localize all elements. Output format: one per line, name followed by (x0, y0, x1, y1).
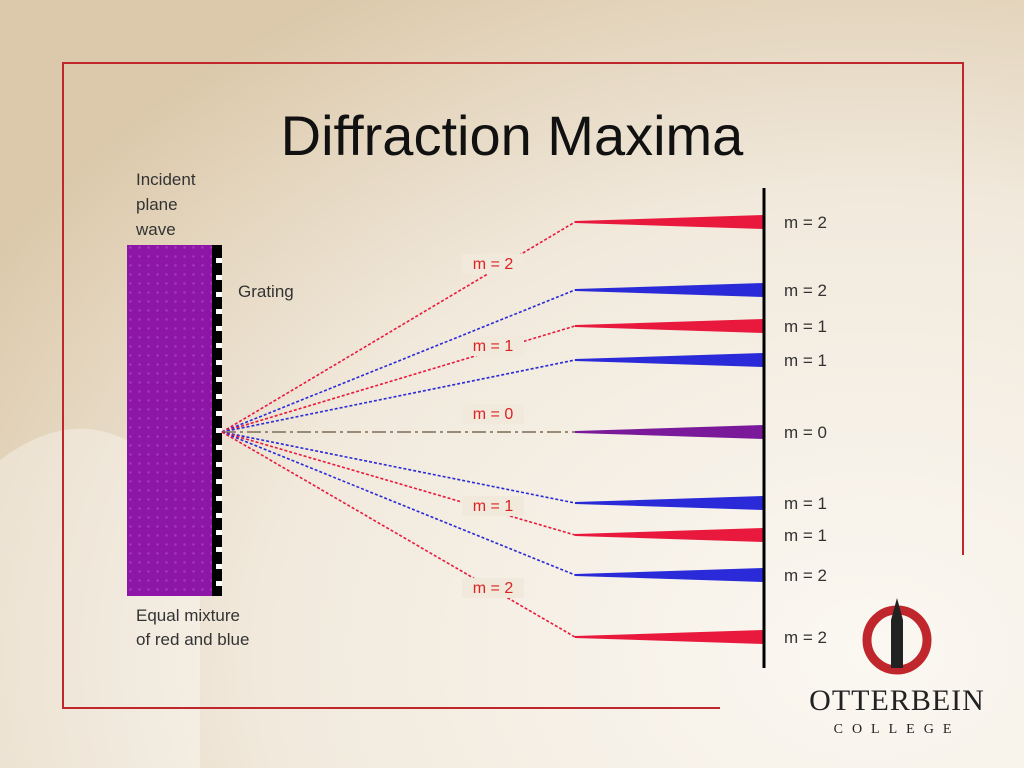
border (62, 62, 964, 709)
slit (216, 513, 222, 518)
logo-sub: COLLEGE (834, 722, 961, 737)
slit (216, 411, 222, 416)
slit (216, 462, 222, 467)
grating (212, 245, 222, 596)
slit (216, 581, 222, 586)
logo-name: OTTERBEIN (809, 684, 985, 717)
slit (216, 496, 222, 501)
slit (216, 428, 222, 433)
slit (216, 377, 222, 382)
slit (216, 258, 222, 263)
screen-label: m = 2 (784, 566, 827, 585)
order-label-bg (462, 404, 524, 424)
plane-wave (127, 245, 213, 596)
beam (575, 283, 764, 297)
order-label-bg (462, 496, 524, 516)
screen-label: m = 0 (784, 423, 827, 442)
ray (221, 431, 576, 536)
ray (221, 431, 576, 638)
screen-label: m = 2 (784, 281, 827, 300)
slit (216, 360, 222, 365)
beam (575, 353, 764, 367)
title: Diffraction Maxima (281, 104, 745, 167)
order-label: m = 1 (473, 338, 514, 355)
slit (216, 326, 222, 331)
slit (216, 275, 222, 280)
slit (216, 479, 222, 484)
slit (216, 343, 222, 348)
ray (221, 359, 576, 433)
beam (575, 215, 764, 229)
ray (221, 431, 576, 576)
order-label: m = 0 (473, 406, 514, 423)
order-label-bg (462, 336, 524, 356)
slit (216, 394, 222, 399)
order-label: m = 1 (473, 498, 514, 515)
order-label: m = 2 (473, 580, 514, 597)
incident-label: wave (135, 220, 176, 239)
order-label-bg (462, 254, 524, 274)
incident-label: plane (136, 195, 178, 214)
screen-label: m = 1 (784, 494, 827, 513)
grating-slits (216, 258, 222, 586)
screen-label: m = 2 (784, 213, 827, 232)
beam (575, 630, 764, 644)
beam (575, 528, 764, 542)
screen-label: m = 1 (784, 526, 827, 545)
logo-tower (891, 598, 903, 668)
logo: OTTERBEIN COLLEGE (809, 598, 985, 737)
grating-label: Grating (238, 282, 294, 301)
slit (216, 292, 222, 297)
incident-label: Incident (136, 170, 196, 189)
slit (216, 530, 222, 535)
slit (216, 564, 222, 569)
order-label: m = 2 (473, 256, 514, 273)
screen-label: m = 2 (784, 628, 827, 647)
labels: m = 2 m = 2 m = 1 m = 1 m = 0 m = 1 m = 1 m = 2… (462, 213, 827, 647)
ray (221, 431, 576, 504)
beam (575, 568, 764, 582)
ray (221, 289, 576, 433)
mixture-label: of red and blue (136, 630, 249, 649)
beam (575, 319, 764, 333)
order-label-bg (462, 578, 524, 598)
beam (575, 496, 764, 510)
slit (216, 309, 222, 314)
slit (216, 547, 222, 552)
mixture-label: Equal mixture (136, 606, 240, 625)
slit (216, 445, 222, 450)
screen-label: m = 1 (784, 317, 827, 336)
screen-label: m = 1 (784, 351, 827, 370)
beam (575, 425, 764, 439)
